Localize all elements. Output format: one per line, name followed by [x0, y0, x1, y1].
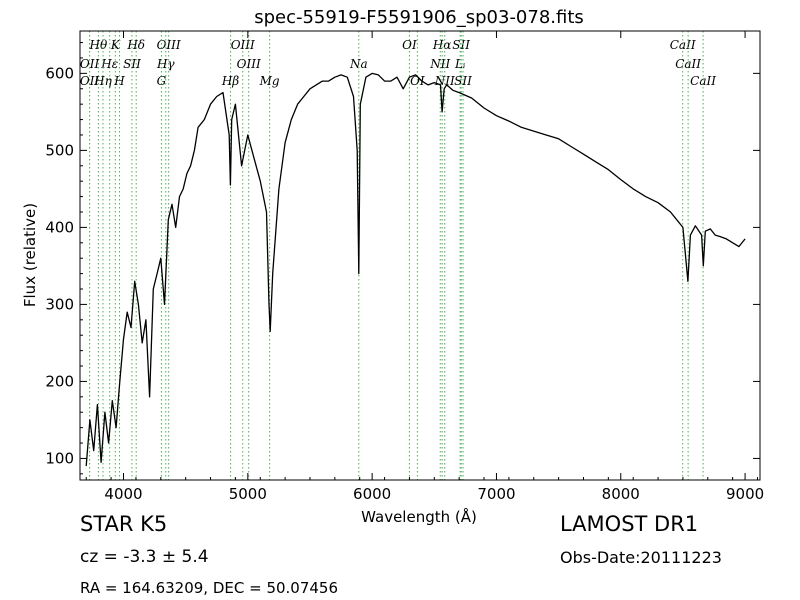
spectral-line-label: OI — [402, 38, 417, 52]
spectral-line-label: SII — [454, 74, 472, 88]
x-tick-label: 4000 — [104, 485, 142, 503]
redshift-label: cz = -3.3 ± 5.4 — [80, 547, 209, 567]
x-tick-label: 5000 — [229, 485, 267, 503]
spectral-line-label: SII — [452, 38, 470, 52]
spectral-line-label: CaII — [675, 57, 701, 71]
spectral-line-label: SII — [123, 57, 141, 71]
spectral-line-label: CaII — [690, 74, 716, 88]
x-tick-label: 9000 — [726, 485, 764, 503]
x-axis-label: Wavelength (Å) — [361, 507, 477, 526]
spectral-line-label: NII — [429, 57, 450, 71]
spectrum-series-line — [85, 72, 746, 467]
spectral-line-label: Hγ — [156, 57, 175, 71]
spectral-line-label: Lᵢ — [454, 57, 466, 71]
spectral-line-label: NII — [434, 74, 455, 88]
survey-label: LAMOST DR1 — [560, 512, 699, 536]
spectral-line-label: Hβ — [221, 74, 239, 88]
spectral-line-label: Hα — [432, 38, 452, 52]
spectral-line-label: H — [113, 74, 125, 88]
spectral-line-label: OIII — [237, 57, 261, 71]
spectral-line-label: OII — [80, 74, 100, 88]
spectral-line-label: Mg — [259, 74, 280, 88]
spectral-line-label: Hδ — [126, 38, 145, 52]
y-tick-label: 400 — [45, 218, 74, 236]
y-axis-label: Flux (relative) — [21, 203, 39, 307]
x-tick-label: 8000 — [602, 485, 640, 503]
spectral-line-label: Hε — [100, 57, 118, 71]
y-tick-label: 100 — [45, 449, 74, 467]
spectral-line-label: OIII — [157, 38, 181, 52]
spectral-line-label: Hη — [93, 74, 112, 88]
coordinates-label: RA = 164.63209, DEC = 50.07456 — [80, 579, 339, 597]
spectral-line-label: G — [157, 74, 167, 88]
spectral-line-label: CaII — [670, 38, 696, 52]
spectral-line-label: K — [110, 38, 121, 52]
y-tick-label: 300 — [45, 295, 74, 313]
x-tick-label: 6000 — [353, 485, 391, 503]
chart-title: spec-55919-F5591906_sp03-078.fits — [254, 7, 584, 28]
plot-frame — [79, 30, 761, 481]
spectral-line-label: Hθ — [89, 38, 108, 52]
classification-label: STAR K5 — [80, 512, 168, 536]
spectral-line-label: OI — [410, 74, 425, 88]
y-tick-label: 200 — [45, 372, 74, 390]
y-tick-label: 500 — [45, 141, 74, 159]
spectral-line-label: OIII — [231, 38, 255, 52]
x-tick-label: 7000 — [477, 485, 515, 503]
y-tick-label: 600 — [45, 64, 74, 82]
spectral-line-label: Na — [349, 57, 368, 71]
obs-date-label: Obs-Date:20111223 — [560, 548, 722, 567]
